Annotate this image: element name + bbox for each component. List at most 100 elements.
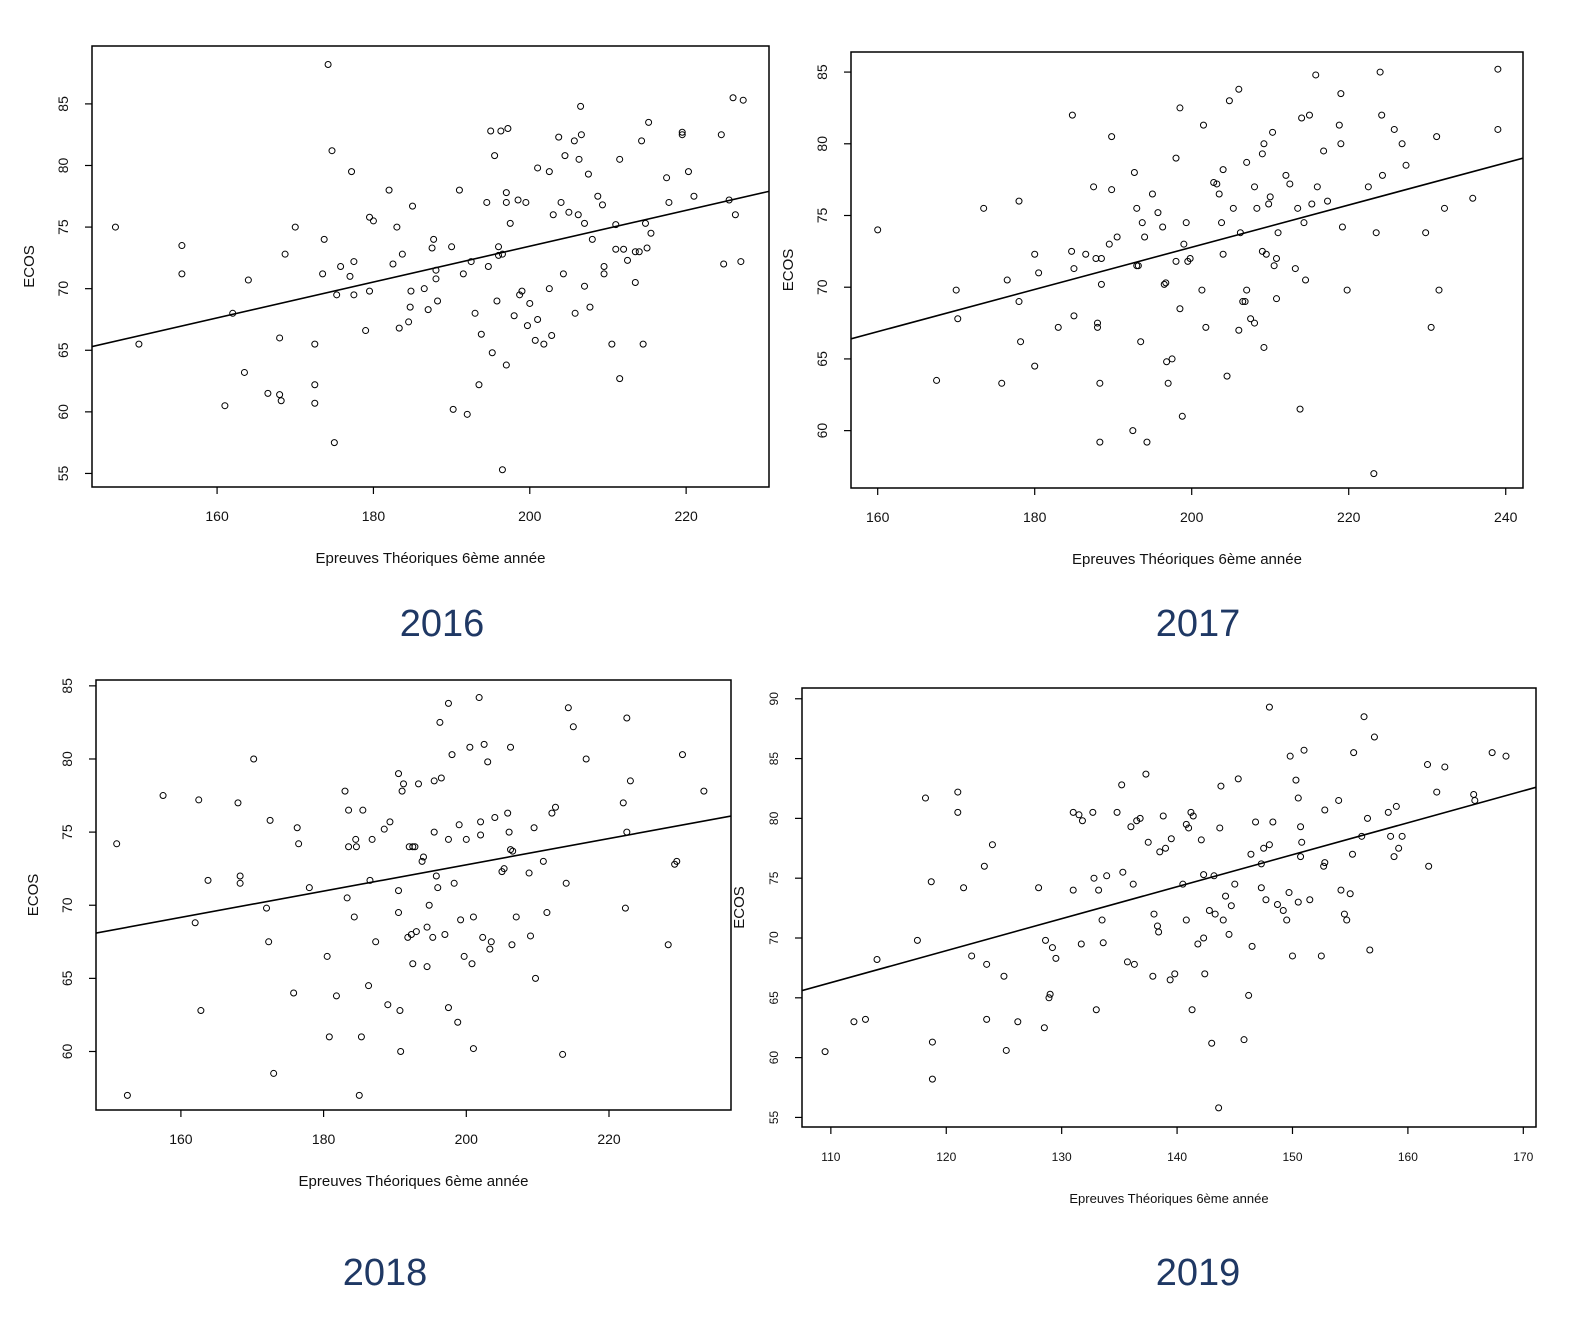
point — [1202, 323, 1210, 331]
point — [1258, 150, 1266, 158]
point — [434, 884, 442, 892]
point — [574, 211, 582, 219]
point — [409, 202, 417, 210]
point — [1378, 171, 1386, 179]
point — [1108, 133, 1116, 141]
point — [386, 818, 394, 826]
point — [928, 1038, 936, 1046]
point — [1182, 219, 1190, 227]
point — [395, 770, 403, 778]
point — [337, 263, 345, 270]
point — [1422, 229, 1430, 237]
point — [1291, 265, 1299, 273]
point — [1225, 97, 1233, 105]
point — [407, 287, 415, 295]
point — [1094, 319, 1102, 327]
x-tick-label: 160 — [866, 509, 890, 525]
point — [497, 127, 505, 135]
point — [1015, 197, 1023, 205]
point — [1433, 133, 1441, 141]
point — [1167, 835, 1175, 843]
point — [1046, 990, 1054, 998]
point — [405, 318, 413, 326]
x-tick-label: 160 — [1398, 1150, 1418, 1164]
point — [1282, 171, 1290, 179]
point — [1180, 240, 1188, 248]
point — [952, 286, 960, 294]
point — [530, 824, 538, 832]
point — [311, 340, 319, 348]
point — [1236, 229, 1244, 237]
point — [561, 152, 569, 160]
point — [684, 168, 692, 176]
point — [532, 974, 540, 982]
point — [562, 879, 570, 887]
point — [616, 155, 624, 163]
point — [1274, 229, 1282, 237]
point — [498, 466, 506, 474]
point — [487, 127, 495, 135]
point — [983, 1015, 991, 1023]
point — [1227, 902, 1235, 910]
point — [635, 248, 643, 256]
x-axis-label: Epreuves Théoriques 6ème année — [316, 550, 546, 567]
point — [459, 270, 467, 278]
point — [1179, 880, 1187, 888]
point — [1424, 761, 1432, 769]
point — [395, 887, 403, 895]
point — [1160, 280, 1168, 288]
point — [1313, 183, 1321, 191]
y-axis-label: ECOS — [25, 874, 42, 917]
point — [506, 219, 514, 227]
point — [1239, 298, 1247, 306]
point — [191, 919, 199, 927]
x-tick-label: 140 — [1167, 1150, 1187, 1164]
point — [419, 853, 427, 861]
point — [1298, 114, 1306, 122]
point — [484, 263, 492, 270]
point — [393, 223, 401, 231]
point — [323, 952, 331, 960]
y-tick-label: 80 — [55, 157, 71, 173]
point — [333, 291, 341, 299]
point — [1176, 305, 1184, 313]
point — [1162, 279, 1170, 287]
point — [471, 309, 479, 317]
y-tick-label: 70 — [59, 897, 75, 913]
point — [159, 792, 167, 800]
point — [586, 303, 594, 311]
point — [1370, 470, 1378, 478]
y-tick-label: 60 — [767, 1051, 781, 1065]
point — [412, 928, 420, 936]
point — [444, 699, 452, 707]
point — [631, 248, 639, 256]
point — [507, 743, 515, 751]
point — [516, 291, 524, 299]
point — [1211, 910, 1219, 918]
point — [1335, 121, 1343, 129]
point — [623, 828, 631, 836]
point — [1118, 781, 1126, 789]
point — [1305, 111, 1313, 119]
point — [1017, 338, 1025, 346]
x-axis-label: Epreuves Théoriques 6ème année — [1072, 551, 1302, 568]
y-tick-label: 75 — [59, 824, 75, 840]
point — [549, 211, 557, 219]
point — [305, 884, 313, 892]
point — [1296, 405, 1304, 413]
point — [551, 803, 559, 811]
point — [663, 174, 671, 182]
point — [518, 287, 526, 295]
point — [1148, 190, 1156, 198]
point — [1127, 823, 1135, 831]
fit-line — [96, 815, 731, 934]
point — [1248, 942, 1256, 950]
fit-line — [92, 190, 769, 348]
point — [1031, 250, 1039, 258]
fit-line — [851, 157, 1523, 340]
point — [1095, 886, 1103, 894]
point — [548, 331, 556, 339]
point — [508, 941, 516, 949]
point — [1197, 836, 1205, 844]
point — [565, 208, 573, 216]
